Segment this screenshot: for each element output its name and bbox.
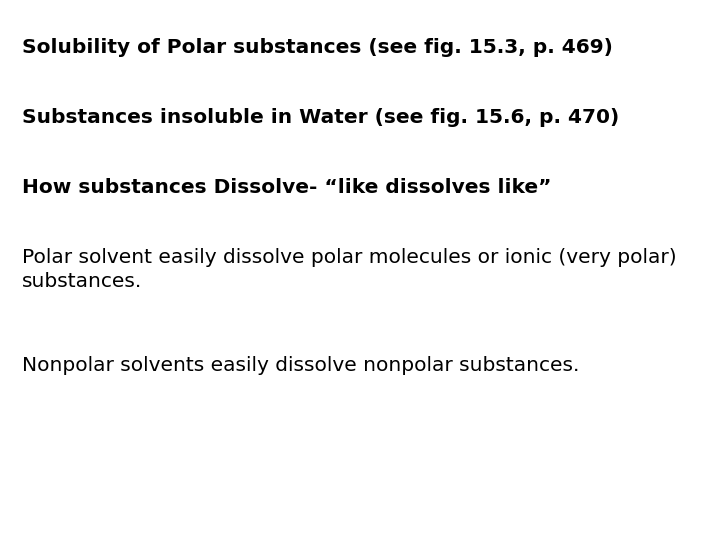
Text: Substances insoluble in Water (see fig. 15.6, p. 470): Substances insoluble in Water (see fig. … xyxy=(22,108,619,127)
Text: How substances Dissolve- “like dissolves like”: How substances Dissolve- “like dissolves… xyxy=(22,178,551,197)
Text: Polar solvent easily dissolve polar molecules or ionic (very polar)
substances.: Polar solvent easily dissolve polar mole… xyxy=(22,248,676,291)
Text: Nonpolar solvents easily dissolve nonpolar substances.: Nonpolar solvents easily dissolve nonpol… xyxy=(22,356,579,375)
Text: Solubility of Polar substances (see fig. 15.3, p. 469): Solubility of Polar substances (see fig.… xyxy=(22,38,613,57)
